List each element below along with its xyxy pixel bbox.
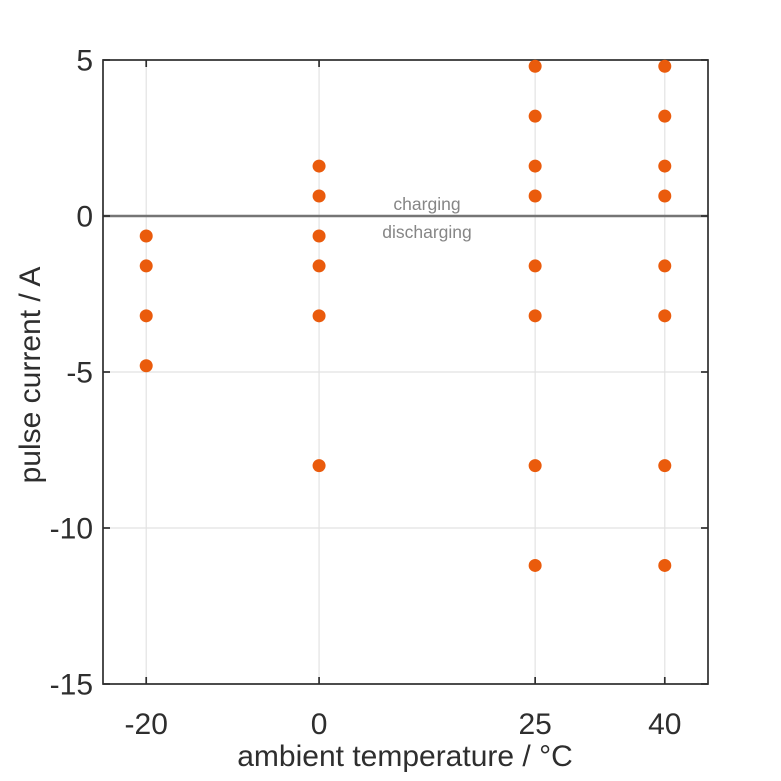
y-axis-label: pulse current / A <box>14 267 47 484</box>
x-tick-label: 25 <box>518 708 551 741</box>
tick-labels: -20 0 25 40 5 0 -5 -10 -15 <box>50 45 682 742</box>
data-point <box>528 309 542 323</box>
data-point <box>658 189 672 203</box>
data-point <box>658 109 672 123</box>
data-point <box>312 189 326 203</box>
y-tick-label: -5 <box>66 357 93 390</box>
data-point <box>658 259 672 273</box>
data-point <box>528 109 542 123</box>
data-point <box>658 59 672 73</box>
x-tick-label: 0 <box>311 708 328 741</box>
data-point <box>658 159 672 173</box>
x-axis-label: ambient temperature / °C <box>237 740 572 773</box>
charging-zone-label: charging <box>393 194 460 214</box>
data-point <box>658 558 672 572</box>
data-point <box>528 59 542 73</box>
data-point <box>139 309 153 323</box>
data-point <box>139 259 153 273</box>
y-tick-label: -15 <box>50 669 93 702</box>
data-points <box>139 59 672 572</box>
data-point <box>312 229 326 243</box>
data-point <box>139 229 153 243</box>
data-point <box>528 459 542 473</box>
data-point <box>658 459 672 473</box>
data-point <box>312 159 326 173</box>
y-tick-label: -10 <box>50 513 93 546</box>
data-point <box>528 259 542 273</box>
y-tick-label: 5 <box>76 45 93 78</box>
data-point <box>658 309 672 323</box>
discharging-zone-label: discharging <box>382 222 472 242</box>
data-point <box>312 459 326 473</box>
gridlines <box>103 59 708 685</box>
x-tick-label: -20 <box>125 708 168 741</box>
y-tick-label: 0 <box>76 201 93 234</box>
x-tick-label: 40 <box>648 708 681 741</box>
data-point <box>528 159 542 173</box>
data-point <box>528 558 542 572</box>
tick-marks <box>103 59 708 685</box>
data-point <box>312 259 326 273</box>
data-point <box>139 359 153 373</box>
data-point <box>312 309 326 323</box>
data-point <box>528 189 542 203</box>
